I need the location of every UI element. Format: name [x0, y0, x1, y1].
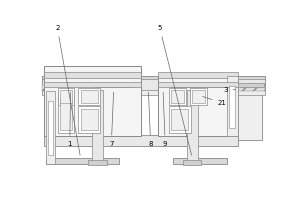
Text: 3: 3 [223, 87, 236, 93]
Bar [158, 76, 238, 136]
Bar [169, 106, 191, 133]
Bar [60, 90, 72, 103]
Bar [192, 90, 205, 103]
Bar [229, 86, 236, 128]
Bar [173, 158, 227, 164]
Bar [58, 93, 74, 133]
Bar [42, 76, 266, 91]
Bar [48, 101, 53, 155]
Bar [42, 76, 266, 79]
Bar [172, 83, 264, 87]
Bar [227, 76, 238, 136]
Bar [78, 106, 100, 133]
Bar [44, 72, 141, 78]
Bar [92, 90, 103, 161]
Bar [169, 85, 266, 91]
Bar [172, 109, 188, 130]
Bar [212, 91, 262, 140]
Bar [88, 160, 107, 165]
Bar [94, 83, 133, 87]
Bar [44, 82, 141, 87]
Bar [158, 82, 238, 87]
Bar [172, 90, 184, 103]
Bar [46, 91, 55, 164]
Bar [81, 90, 98, 103]
Text: 9: 9 [163, 92, 167, 147]
Bar [42, 90, 266, 95]
Text: 2: 2 [55, 25, 80, 155]
Bar [169, 88, 186, 105]
Bar [81, 109, 98, 130]
Text: 8: 8 [148, 92, 153, 147]
Bar [190, 88, 207, 105]
Text: 21: 21 [202, 96, 226, 106]
Bar [50, 91, 92, 140]
Bar [60, 98, 72, 130]
Bar [187, 90, 198, 161]
Text: 7: 7 [109, 92, 114, 147]
Bar [58, 88, 74, 105]
Bar [183, 160, 202, 165]
Bar [44, 66, 141, 136]
Bar [78, 88, 100, 105]
Bar [46, 158, 119, 164]
Bar [158, 72, 238, 78]
Bar [44, 135, 238, 146]
Text: 1: 1 [68, 92, 72, 147]
Bar [42, 85, 115, 91]
Text: 5: 5 [158, 25, 192, 155]
